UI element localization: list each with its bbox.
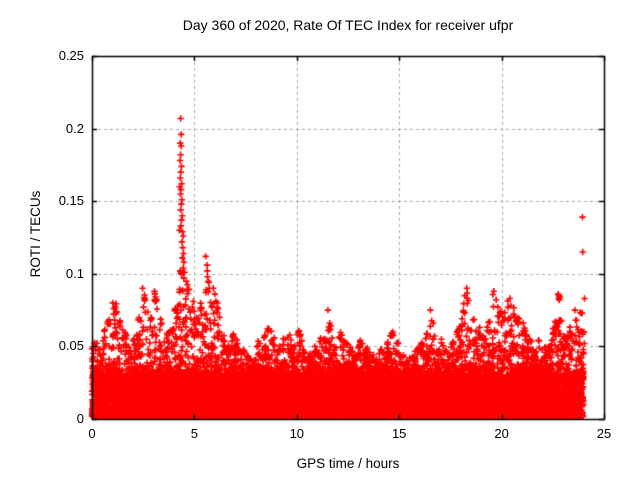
- y-tick-label: 0.05: [58, 338, 84, 354]
- y-tick-label: 0.1: [65, 265, 84, 281]
- y-tick-label: 0.15: [58, 193, 84, 209]
- x-tick-label: 25: [596, 426, 612, 441]
- y-tick-label: 0.25: [58, 48, 84, 63]
- y-tick-label: 0.2: [65, 120, 84, 136]
- y-axis-label: ROTI / TECUs: [28, 190, 43, 278]
- x-tick-label: 15: [391, 426, 407, 441]
- x-tick-label: 10: [289, 426, 305, 441]
- x-tick-label: 20: [494, 426, 509, 441]
- x-tick-label: 5: [190, 426, 198, 441]
- x-tick-label: 0: [88, 426, 96, 441]
- x-axis-label: GPS time / hours: [296, 456, 400, 471]
- y-tick-label: 0: [76, 411, 84, 426]
- chart-title: Day 360 of 2020, Rate Of TEC Index for r…: [182, 17, 514, 33]
